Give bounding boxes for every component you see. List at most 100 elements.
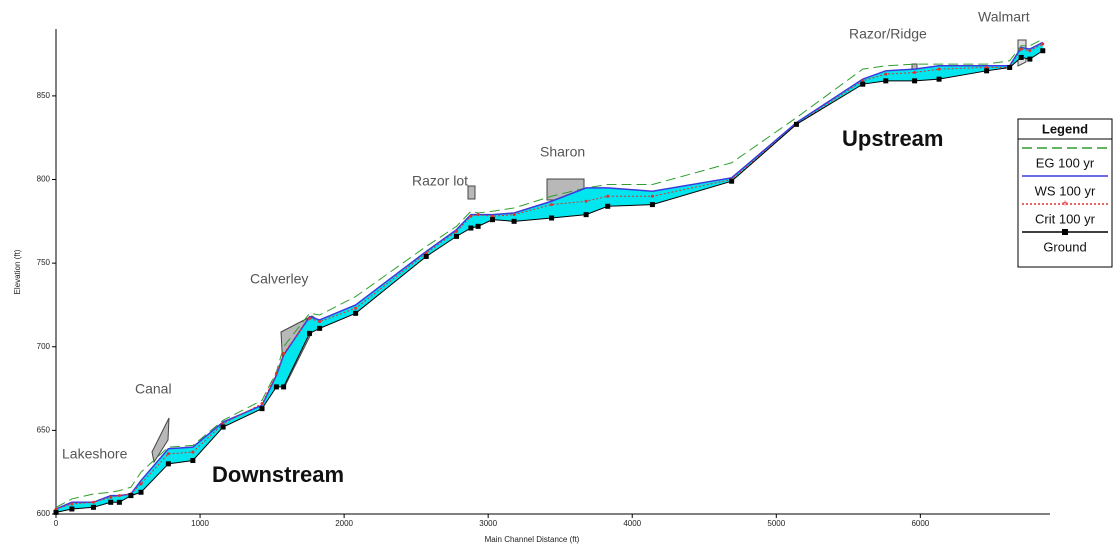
ground-point — [649, 202, 655, 208]
ground-point — [281, 384, 287, 390]
ground-point — [453, 233, 459, 239]
x-tick-label: 1000 — [191, 519, 209, 528]
annotation: Lakeshore — [62, 446, 128, 462]
ground-point — [317, 325, 323, 331]
ground-point — [605, 203, 611, 209]
ground-point — [69, 506, 75, 512]
ground-point — [116, 499, 122, 505]
ground-point — [729, 178, 735, 184]
y-tick-label: 600 — [37, 509, 51, 518]
ground-point — [984, 68, 990, 74]
ground-point — [1018, 54, 1024, 60]
ground-point — [1007, 64, 1013, 70]
crit-point — [274, 372, 278, 376]
ground-point — [475, 223, 481, 229]
legend-box — [1017, 118, 1113, 268]
ground-point — [1040, 48, 1046, 54]
y-axis-label: Elevation (ft) — [13, 249, 22, 294]
ground-point — [165, 461, 171, 467]
annotation: Razor lot — [412, 173, 468, 189]
ground-point — [138, 489, 144, 495]
crit-point — [260, 402, 264, 406]
crit-point — [54, 507, 58, 511]
ground-point — [489, 217, 495, 223]
crit-point — [117, 494, 121, 498]
legend-label: Ground — [1043, 239, 1086, 254]
reach-label: Upstream — [842, 126, 943, 151]
x-tick-label: 5000 — [767, 519, 785, 528]
ground-point — [936, 76, 942, 82]
crit-point — [1028, 49, 1032, 53]
crit-point — [937, 67, 941, 71]
crit-point — [91, 500, 95, 504]
ground-point — [1027, 56, 1033, 62]
y-tick-label: 650 — [37, 425, 51, 434]
ground-point — [108, 499, 114, 505]
ground-point — [353, 310, 359, 316]
crit-point — [166, 452, 170, 456]
x-tick-label: 4000 — [623, 519, 641, 528]
crit-point — [318, 320, 322, 324]
legend: Legend EG 100 yr WS 100 yr Crit 100 yr+ Gro… — [1017, 118, 1113, 268]
ground-point — [583, 212, 589, 218]
ground-point — [883, 78, 889, 84]
x-tick-label: 0 — [54, 519, 59, 528]
crit-point — [490, 214, 494, 218]
series-line — [55, 41, 1044, 510]
crit-point — [913, 70, 917, 74]
crit-point — [308, 316, 312, 320]
crit-point — [512, 213, 516, 217]
crit-point — [70, 502, 74, 506]
reach-label: Downstream — [212, 462, 344, 487]
legend-label: WS 100 yr — [1035, 183, 1096, 198]
crit-point — [550, 203, 554, 207]
ground-point — [793, 121, 799, 127]
annotation: Walmart — [978, 9, 1030, 25]
crit-point — [469, 214, 473, 218]
crit-point — [282, 351, 286, 355]
ground-point — [860, 81, 866, 87]
ground-point — [549, 215, 555, 221]
ground-point — [220, 424, 226, 430]
legend-label: EG 100 yr — [1036, 155, 1095, 170]
crit-point — [584, 199, 588, 203]
crit-point — [354, 306, 358, 310]
ground-point — [190, 457, 196, 463]
x-tick-label: 2000 — [335, 519, 353, 528]
crit-point — [650, 194, 654, 198]
crit-point — [221, 422, 225, 426]
x-axis-label: Main Channel Distance (ft) — [485, 535, 580, 544]
crit-point — [985, 65, 989, 69]
y-tick-label: 750 — [37, 258, 51, 267]
crit-point — [191, 450, 195, 454]
ground-point — [511, 218, 517, 224]
y-tick-label: 850 — [37, 91, 51, 100]
bridge-razor-lot — [467, 185, 476, 200]
ground-point — [912, 78, 918, 84]
crit-point — [1019, 47, 1023, 51]
x-tick-label: 6000 — [911, 519, 929, 528]
legend-title: Legend — [1042, 121, 1088, 136]
ground-point — [273, 384, 279, 390]
crit-point — [861, 79, 865, 83]
bridges — [151, 39, 1027, 464]
y-tick-label: 800 — [37, 175, 51, 184]
series-line — [55, 38, 1044, 508]
crit-point — [884, 72, 888, 76]
ground-point — [90, 504, 96, 510]
crit-point — [109, 495, 113, 499]
ground-point — [423, 253, 429, 259]
crit-point — [606, 194, 610, 198]
crit-point — [424, 251, 428, 255]
crit-point — [454, 229, 458, 233]
annotation: Sharon — [540, 144, 585, 160]
ground-point — [53, 509, 59, 515]
bridge-canal — [151, 417, 170, 464]
ground-point — [128, 493, 134, 499]
annotation: Razor/Ridge — [849, 26, 927, 42]
crit-point — [139, 482, 143, 486]
ground-point — [259, 406, 265, 412]
annotation: Calverley — [250, 271, 308, 287]
legend-label: Crit 100 yr — [1035, 211, 1096, 226]
legend-marker — [1062, 229, 1068, 235]
